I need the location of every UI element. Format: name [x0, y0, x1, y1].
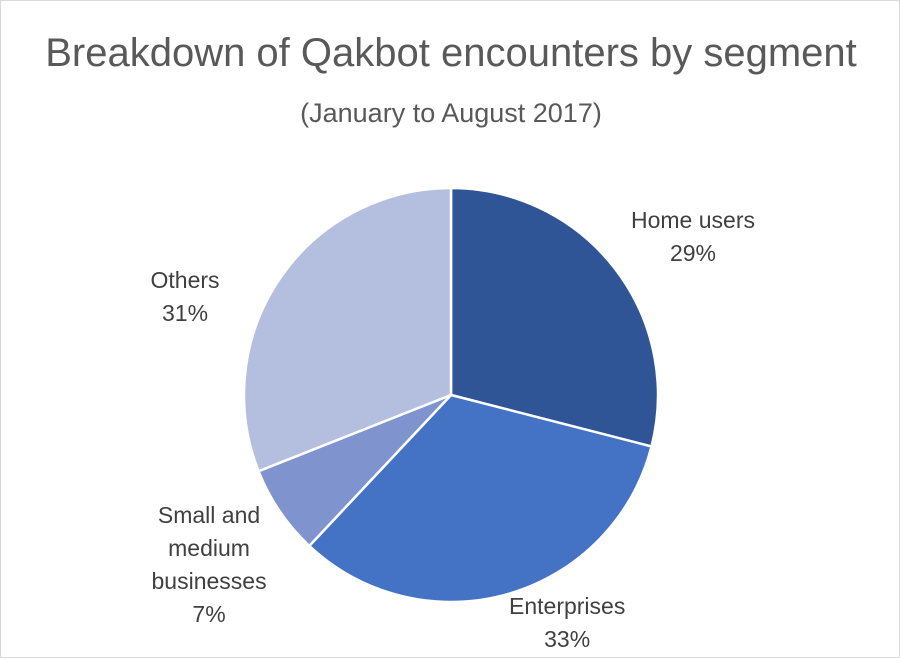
chart-title: Breakdown of Qakbot encounters by segmen… — [1, 25, 900, 141]
value-label: 29% — [669, 240, 717, 266]
pie-slice-home-users — [449, 186, 660, 448]
chart-title-main: Breakdown of Qakbot encounters by segmen… — [45, 31, 857, 75]
data-label-small-and-medium-businesses: Small and medium businesses 7% — [152, 499, 267, 631]
data-label-enterprises: Enterprises 33% — [509, 590, 625, 656]
category-label-line: medium — [168, 535, 250, 561]
category-label-line: Home users — [631, 207, 755, 233]
pie-slice-enterprises — [308, 393, 653, 604]
chart-subtitle: (January to August 2017) — [300, 98, 602, 128]
category-label-line: Others — [150, 267, 220, 293]
value-label: 7% — [192, 601, 226, 627]
data-label-home-users: Home users 29% — [631, 204, 755, 270]
category-label-line: businesses — [151, 568, 267, 594]
category-label-line: Enterprises — [509, 593, 626, 619]
pie-slice-others — [242, 186, 453, 473]
value-label: 33% — [544, 626, 591, 652]
value-label: 31% — [161, 300, 209, 326]
category-label-line: Small and — [157, 502, 261, 528]
data-label-others: Others 31% — [151, 264, 220, 330]
